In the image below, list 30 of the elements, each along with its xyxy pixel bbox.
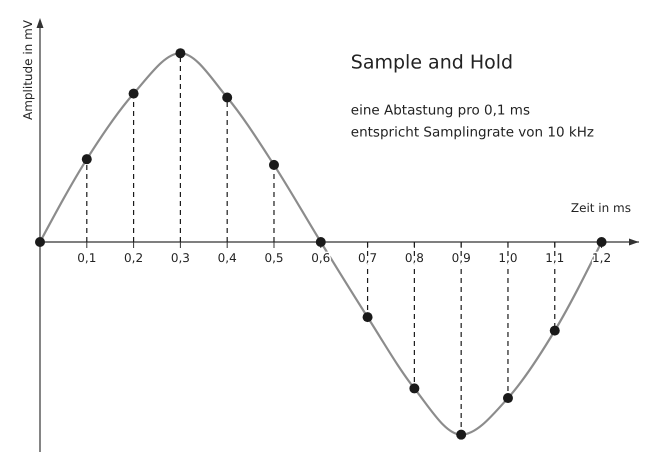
point [362, 312, 373, 322]
x-tick-label: 0,3 [170, 251, 190, 265]
x-tick-label: 0,6 [311, 251, 330, 265]
x-tick-label: 1,0 [498, 251, 518, 265]
x-tick-label: 1,2 [592, 251, 612, 265]
point [502, 393, 513, 404]
point [316, 237, 326, 247]
point [82, 154, 92, 164]
x-tick-label: 0,9 [452, 251, 471, 265]
x-tick-label: 1,1 [545, 251, 564, 265]
annotation: eine Abtastung pro 0,1 ms [350, 102, 530, 119]
point [456, 430, 466, 440]
x-tick-label: 0,1 [77, 251, 96, 265]
point [128, 88, 139, 99]
point [268, 160, 279, 170]
x-tick-label: 0,4 [218, 251, 237, 265]
x-tick-label: 0,8 [404, 251, 424, 265]
point [409, 383, 420, 394]
point [222, 92, 232, 103]
point [35, 237, 45, 247]
x-tick-label: 0,5 [264, 251, 284, 265]
annotation: entspricht Samplingrate von 10 kHz [350, 124, 594, 141]
point [175, 48, 186, 58]
x-tick-label: 0,2 [124, 251, 144, 265]
chart-title: Sample and Hold [350, 52, 514, 74]
y-axis-title: Amplitude in mV [21, 19, 35, 120]
x-axis-title: Zeit in ms [570, 201, 631, 215]
x-tick-label: 0,7 [358, 251, 378, 265]
point [550, 326, 560, 336]
point [596, 237, 607, 247]
